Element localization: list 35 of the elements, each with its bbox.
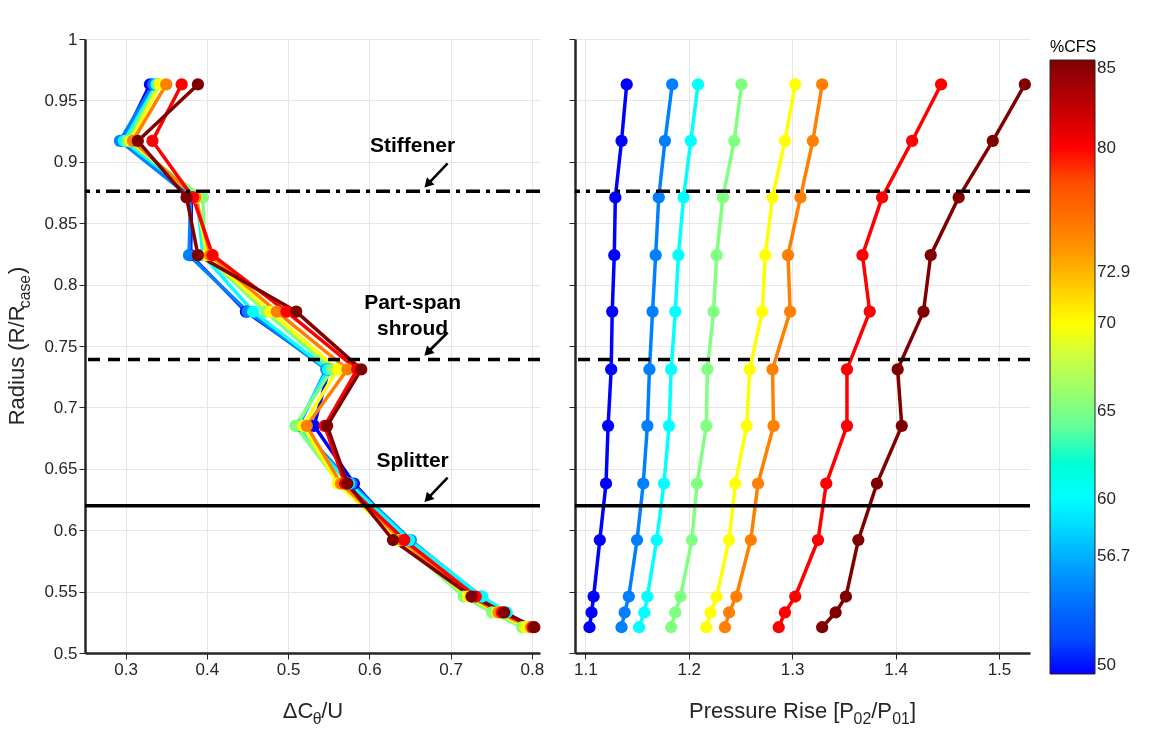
x-tick-label: 0.7 <box>439 659 463 679</box>
ref-line-label: Stiffener <box>370 133 456 157</box>
y-tick-label: 0.75 <box>44 336 78 356</box>
x-tick-label: 1.3 <box>780 659 805 679</box>
color-bar-label: 56.7 <box>1097 546 1131 566</box>
x-tick-label: 1.2 <box>677 659 702 679</box>
y-tick-label: 0.5 <box>53 643 78 663</box>
x-tick-label: 0.8 <box>520 659 545 679</box>
ref-line-label: Splitter <box>376 447 449 471</box>
y-tick-label: 0.7 <box>53 397 78 417</box>
color-bar-label: 80 <box>1097 137 1116 157</box>
color-bar-label: 72.9 <box>1097 262 1131 282</box>
x-tick-label: 1.5 <box>987 659 1012 679</box>
y-tick-label: 0.8 <box>53 275 78 295</box>
x-tick-label: 1.4 <box>884 659 908 679</box>
ref-line-label: Part-span shroud <box>364 289 462 339</box>
y-tick-label: 0.9 <box>53 152 78 172</box>
color-bar-label: 50 <box>1097 655 1116 674</box>
x-tick-label: 1.1 <box>574 659 598 679</box>
y-tick-label: 0.55 <box>44 582 78 602</box>
color-bar-label: 70 <box>1097 313 1116 333</box>
y-tick-label: 0.6 <box>53 520 78 540</box>
color-bar-label: 85 <box>1097 58 1116 77</box>
x-tick-label: 0.4 <box>195 659 220 679</box>
x-tick-label: 0.5 <box>276 659 301 679</box>
y-tick-label: 0.95 <box>44 90 78 110</box>
y-tick-label: 0.85 <box>44 213 78 233</box>
color-bar-label: 60 <box>1097 488 1116 508</box>
y-axis-title: Radius (R/Rcase) <box>4 266 33 426</box>
y-tick-label: 1 <box>68 29 78 49</box>
x-tick-label: 0.6 <box>358 659 382 679</box>
color-bar-label: 65 <box>1097 400 1116 420</box>
x-tick-label: 0.3 <box>114 659 138 679</box>
y-tick-label: 0.65 <box>44 459 78 479</box>
color-bar-title: %CFS <box>1050 38 1097 55</box>
